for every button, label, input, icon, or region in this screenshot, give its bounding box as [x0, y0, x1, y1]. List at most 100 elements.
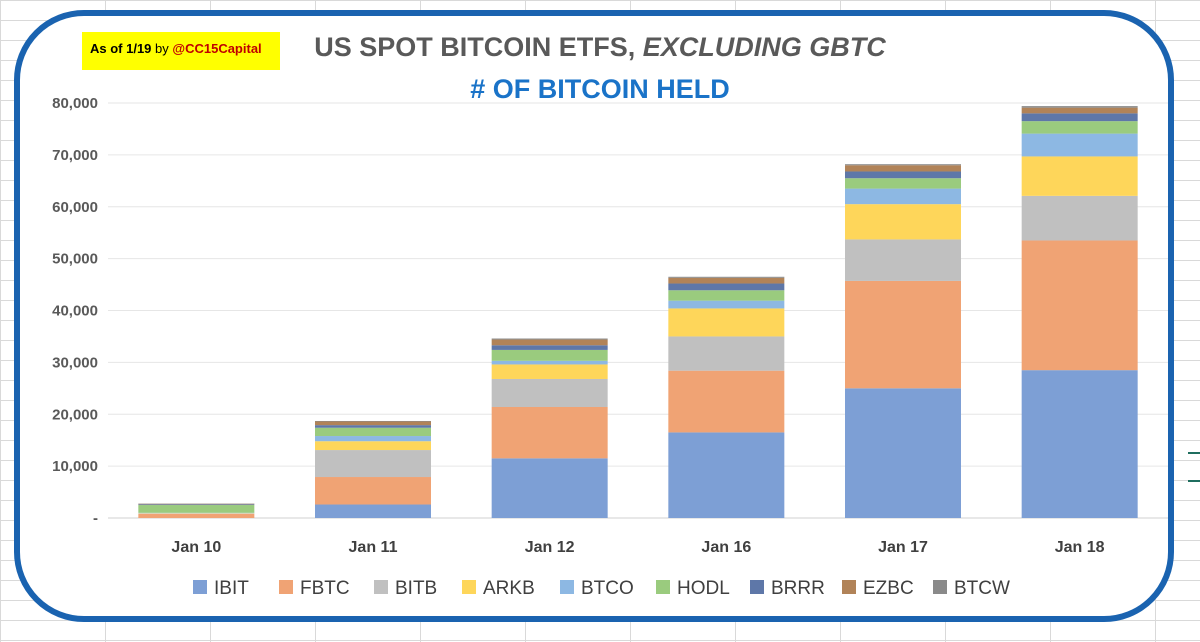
bar-segment-fbtc[interactable]: [491, 406, 608, 459]
bar-segment-ezbc[interactable]: [1021, 107, 1138, 114]
bar-segment-ibit[interactable]: [845, 388, 961, 518]
bar-segment-ezbc[interactable]: [668, 277, 785, 284]
gridlines: [108, 102, 1168, 519]
bar-segment-ezbc[interactable]: [138, 503, 255, 505]
bar-segment-ibit[interactable]: [1021, 370, 1138, 518]
bar-segment-btco[interactable]: [845, 188, 961, 205]
y-tick-label: 50,000: [52, 251, 98, 268]
legend-swatch: [374, 580, 388, 594]
legend-swatch: [279, 580, 293, 594]
bar-segment-hodl[interactable]: [315, 427, 431, 437]
x-tick-label: Jan 10: [171, 539, 221, 556]
bar-segment-brrr[interactable]: [491, 345, 608, 350]
bar-segment-bitb[interactable]: [668, 336, 785, 371]
legend-item-ezbc[interactable]: EZBC: [842, 578, 914, 599]
bar-segment-hodl[interactable]: [491, 349, 608, 361]
y-tick-label: 30,000: [52, 354, 98, 371]
legend-label: HODL: [677, 578, 730, 599]
bar-segment-ezbc[interactable]: [491, 339, 608, 346]
legend-item-brrr[interactable]: BRRR: [750, 578, 825, 599]
bar-segment-arkb[interactable]: [845, 204, 961, 240]
legend-item-arkb[interactable]: ARKB: [462, 578, 535, 599]
legend-label: ARKB: [483, 578, 535, 599]
legend-swatch: [462, 580, 476, 594]
bar-stack-jan-17[interactable]: [845, 164, 961, 518]
legend-swatch: [656, 580, 670, 594]
bar-segment-bitb[interactable]: [845, 239, 961, 281]
bar-segment-arkb[interactable]: [668, 308, 785, 337]
legend: IBIT FBTC BITB ARKB BTCO HODL BRRR EZBC BTCW: [193, 578, 1010, 599]
bar-segment-bitb[interactable]: [1021, 195, 1138, 241]
bar-segment-arkb[interactable]: [491, 364, 608, 379]
bar-segment-fbtc[interactable]: [1021, 240, 1138, 371]
legend-item-hodl[interactable]: HODL: [656, 578, 730, 599]
bar-segment-btco[interactable]: [491, 360, 608, 365]
chart-title-main: US SPOT BITCOIN ETFS,: [314, 32, 643, 62]
x-tick-label: Jan 11: [349, 539, 398, 556]
bars: [138, 106, 1138, 518]
bar-segment-ezbc[interactable]: [845, 165, 961, 172]
legend-label: BTCW: [954, 578, 1010, 599]
bar-segment-brrr[interactable]: [845, 171, 961, 179]
bar-segment-btco[interactable]: [668, 300, 785, 309]
y-tick-label: 60,000: [52, 199, 98, 216]
legend-swatch: [933, 580, 947, 594]
legend-item-ibit[interactable]: IBIT: [193, 578, 249, 599]
bar-segment-fbtc[interactable]: [668, 370, 785, 433]
sheet-border-mark: [1188, 480, 1200, 482]
bar-stack-jan-16[interactable]: [668, 276, 785, 518]
sheet-border-mark: [1188, 452, 1200, 454]
bar-segment-brrr[interactable]: [1021, 113, 1138, 122]
bar-segment-btcw[interactable]: [315, 420, 431, 422]
chart-subtitle: # OF BITCOIN HELD: [470, 74, 730, 104]
legend-label: IBIT: [214, 578, 249, 599]
y-tick-label: 40,000: [52, 303, 98, 320]
bar-segment-btco[interactable]: [315, 436, 431, 442]
bar-segment-arkb[interactable]: [315, 441, 431, 451]
legend-item-btco[interactable]: BTCO: [560, 578, 634, 599]
x-axis-ticks: Jan 10 Jan 11 Jan 12 Jan 16 Jan 17 Jan 18: [171, 539, 1104, 556]
bar-segment-arkb[interactable]: [1021, 156, 1138, 196]
legend-item-bitb[interactable]: BITB: [374, 578, 437, 599]
bar-segment-fbtc[interactable]: [315, 477, 431, 505]
bar-segment-btco[interactable]: [1021, 133, 1138, 157]
bar-stack-jan-12[interactable]: [491, 338, 608, 518]
x-tick-label: Jan 16: [701, 539, 751, 556]
legend-label: FBTC: [300, 578, 350, 599]
bar-segment-fbtc[interactable]: [845, 280, 961, 389]
bar-segment-btcw[interactable]: [668, 276, 785, 278]
as-of-note: As of 1/19 by @CC15Capital: [82, 32, 280, 70]
legend-item-fbtc[interactable]: FBTC: [279, 578, 350, 599]
bar-stack-jan-11[interactable]: [315, 420, 431, 518]
x-tick-label: Jan 18: [1055, 539, 1105, 556]
bar-segment-brrr[interactable]: [315, 425, 431, 428]
bar-segment-bitb[interactable]: [315, 450, 431, 478]
legend-item-btcw[interactable]: BTCW: [933, 578, 1010, 599]
bar-segment-brrr[interactable]: [668, 283, 785, 291]
y-tick-label: 80,000: [52, 95, 98, 112]
author-handle: @CC15Capital: [172, 41, 262, 56]
bar-segment-hodl[interactable]: [138, 505, 255, 513]
bar-segment-btcw[interactable]: [1021, 106, 1138, 108]
bar-segment-hodl[interactable]: [668, 290, 785, 301]
chart-frame[interactable]: [14, 10, 1174, 622]
bar-segment-ibit[interactable]: [668, 432, 785, 518]
x-tick-label: Jan 17: [878, 539, 928, 556]
bar-segment-brrr[interactable]: [138, 504, 255, 506]
as-of-date: As of 1/19: [90, 41, 152, 56]
bar-segment-btcw[interactable]: [491, 338, 608, 340]
bar-segment-bitb[interactable]: [491, 378, 608, 407]
legend-label: BRRR: [771, 578, 825, 599]
bar-segment-ibit[interactable]: [491, 458, 608, 518]
bar-stack-jan-10[interactable]: [138, 503, 255, 518]
bar-segment-hodl[interactable]: [845, 178, 961, 189]
bar-segment-fbtc[interactable]: [138, 513, 255, 518]
bar-segment-hodl[interactable]: [1021, 121, 1138, 134]
bar-segment-ezbc[interactable]: [315, 421, 431, 426]
bar-segment-btcw[interactable]: [845, 164, 961, 166]
legend-swatch: [560, 580, 574, 594]
bar-segment-ibit[interactable]: [315, 504, 431, 518]
bar-segment-bitb[interactable]: [138, 513, 255, 514]
bar-stack-jan-18[interactable]: [1021, 106, 1138, 518]
